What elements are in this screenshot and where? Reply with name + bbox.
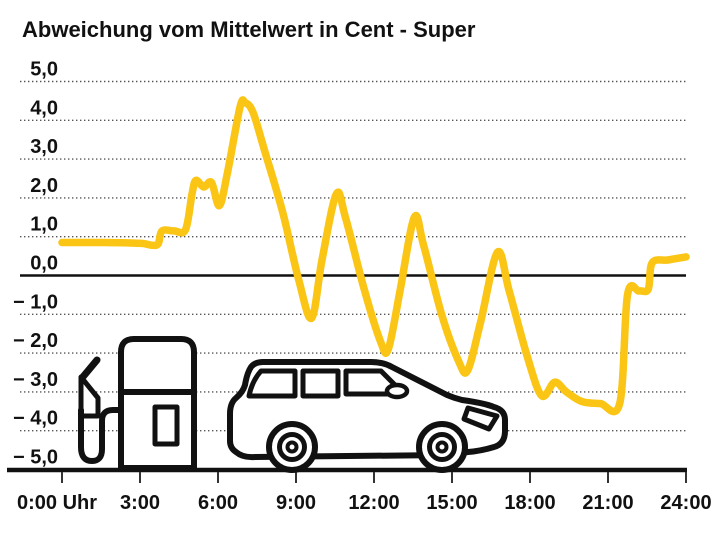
x-axis-label: 18:00	[504, 492, 555, 514]
car-front-wheel	[416, 421, 468, 473]
x-axis-label: 24:00	[660, 492, 711, 514]
x-axis-label: 15:00	[426, 492, 477, 514]
y-axis-label: − 1,0	[13, 291, 58, 313]
y-axis-labels: 5,0 4,0 3,0 2,0 1,0 0,0 − 1,0 − 2,0 − 3,0 − 4,0 − …	[13, 59, 58, 469]
price-deviation-line	[58, 96, 690, 416]
car-rear-window	[246, 368, 298, 399]
y-axis-label: 4,0	[30, 97, 58, 119]
pump-nozzle-spout	[78, 356, 101, 382]
x-axis-label: 12:00	[348, 492, 399, 514]
x-axis-label: 21:00	[582, 492, 633, 514]
car-headlight	[461, 405, 500, 432]
car-icon	[227, 359, 508, 473]
y-axis-label: 2,0	[30, 175, 58, 197]
car-rear-wheel	[266, 421, 318, 473]
y-axis-label: − 4,0	[13, 408, 58, 430]
fuel-pump-icon	[78, 336, 197, 471]
y-axis-label: 5,0	[30, 59, 58, 81]
y-axis-label: − 3,0	[13, 369, 58, 391]
pump-nozzle-handle	[78, 374, 101, 419]
y-axis-label: 3,0	[30, 136, 58, 158]
wheel-hub	[285, 440, 299, 454]
x-axis-label: 0:00 Uhr	[17, 492, 97, 514]
x-axis-label: 9:00	[276, 492, 316, 514]
pump-hose	[78, 407, 123, 464]
chart-title: Abweichung vom Mittelwert in Cent - Supe…	[22, 17, 476, 42]
pump-body	[118, 336, 197, 471]
wheel-hub	[435, 440, 449, 454]
car-mirror	[384, 382, 410, 400]
x-axis-label: 6:00	[198, 492, 238, 514]
x-axis-labels: 0:00 Uhr 3:00 6:00 9:00 12:00 15:00 18:00 21:00…	[17, 492, 712, 514]
y-axis-label: 0,0	[30, 253, 58, 275]
x-axis-label: 3:00	[120, 492, 160, 514]
y-axis-label: 1,0	[30, 214, 58, 236]
pump-display	[152, 404, 180, 447]
y-axis-label: − 2,0	[13, 330, 58, 352]
car-middle-window	[300, 368, 341, 399]
y-axis-label: − 5,0	[13, 447, 58, 469]
